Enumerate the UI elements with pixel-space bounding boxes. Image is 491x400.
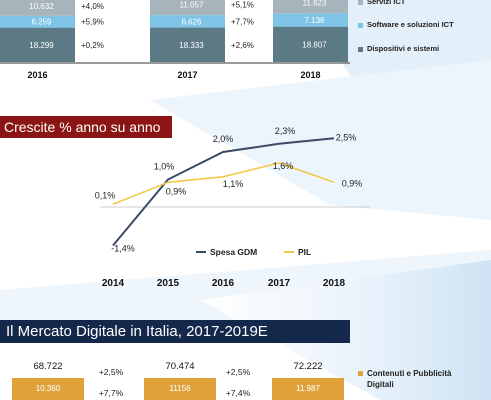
- growth-label: +5,9%: [81, 18, 104, 27]
- data-label: 1,6%: [273, 161, 294, 171]
- legend-label: Servizi ICT: [367, 0, 406, 6]
- growth-label: +4,0%: [81, 2, 104, 11]
- bar-segment: [144, 378, 216, 400]
- bar-segment: [12, 378, 84, 400]
- data-label: 2,5%: [336, 132, 357, 142]
- total-label: 72.222: [293, 361, 322, 372]
- bar-value-label: 7.136: [304, 16, 325, 25]
- total-growth-label: +2,5%: [99, 367, 124, 377]
- data-label: 2,0%: [213, 134, 234, 144]
- bar-value-label: 18.299: [29, 41, 54, 50]
- legend-label: Spesa GDM: [210, 247, 257, 257]
- total-growth-label: +2,5%: [226, 367, 251, 377]
- bar-2016-0: [0, 27, 75, 62]
- bar-value-label: 6.259: [31, 18, 52, 27]
- growth-label: +7,7%: [231, 17, 254, 26]
- digital-market-title: Il Mercato Digitale in Italia, 2017-2019…: [0, 320, 350, 343]
- chart-ict-market: 18.299 6.259 10.632 18.333 6.626 11.057 18.807…: [0, 0, 454, 80]
- data-label: 0,1%: [95, 190, 116, 200]
- legend-label: Software e soluzioni ICT: [367, 20, 454, 29]
- legend-swatch: [358, 0, 363, 5]
- bar-2017-0: [150, 27, 225, 62]
- bar-value-label: 18.333: [179, 41, 204, 50]
- legend-label-cont: Digitali: [367, 380, 394, 389]
- data-label: 2,3%: [275, 126, 296, 136]
- chart-yoy-growth: -1,4% 1,0% 2,0% 2,3% 2,5% 0,1% 0,9% 1,1% 1,6% 0,9…: [95, 126, 370, 289]
- bar-2018-2: [273, 0, 348, 14]
- series-line-1: [112, 162, 335, 206]
- legend-label: Contenuti e Pubblicità: [367, 369, 452, 378]
- legend-swatch: [358, 47, 363, 52]
- total-label: 70.474: [165, 361, 194, 372]
- chart-digital-market: 68.722 10.360 70.474 11156 72.222 11.987 +2,5%…: [12, 361, 452, 400]
- series-line-0: [112, 137, 335, 247]
- x-tick-label: 2017: [268, 278, 291, 289]
- x-tick-label: 2018: [300, 70, 320, 80]
- bar-value-label: 11156: [169, 384, 191, 393]
- x-tick-label: 2017: [177, 70, 197, 80]
- x-tick-label: 2015: [157, 278, 180, 289]
- bar-value-label: 11.987: [296, 384, 320, 393]
- bar-2018-0: [273, 26, 348, 63]
- legend-swatch: [358, 23, 363, 28]
- bar-2018-1: [273, 13, 348, 27]
- bar-value-label: 6.626: [181, 17, 202, 26]
- legend-swatch: [358, 371, 363, 376]
- x-tick-label: 2016: [27, 70, 47, 80]
- bar-value-label: 10.360: [36, 384, 61, 393]
- growth-label: +7,7%: [99, 388, 124, 398]
- x-tick-label: 2016: [212, 278, 235, 289]
- x-tick-label: 2014: [102, 278, 125, 289]
- data-label: 1,1%: [223, 179, 244, 189]
- bar-2017-1: [150, 15, 225, 28]
- growth-label: +5,1%: [231, 1, 254, 10]
- growth-label: +0,2%: [81, 41, 104, 50]
- growth-label: +7,4%: [226, 388, 251, 398]
- bar-segment: [272, 378, 344, 400]
- bar-value-label: 11.057: [180, 1, 204, 10]
- bar-value-label: 11.623: [303, 0, 327, 7]
- bar-2016-1: [0, 15, 75, 28]
- data-label: 0,9%: [166, 186, 187, 196]
- bar-2017-2: [150, 0, 225, 16]
- total-label: 68.722: [33, 361, 62, 372]
- bar-value-label: 18.807: [302, 40, 327, 49]
- bar-value-label: 10.632: [29, 2, 54, 11]
- data-label: -1,4%: [111, 244, 135, 254]
- x-tick-label: 2018: [323, 278, 346, 289]
- data-label: 0,9%: [342, 178, 363, 188]
- legend-label: PIL: [298, 247, 311, 257]
- growth-label: +2,6%: [231, 41, 254, 50]
- legend-label: Dispositivi e sistemi: [367, 44, 439, 53]
- bar-2016-2: [0, 0, 75, 16]
- data-label: 1,0%: [154, 162, 175, 172]
- line-chart-title: Crescite % anno su anno: [0, 116, 172, 138]
